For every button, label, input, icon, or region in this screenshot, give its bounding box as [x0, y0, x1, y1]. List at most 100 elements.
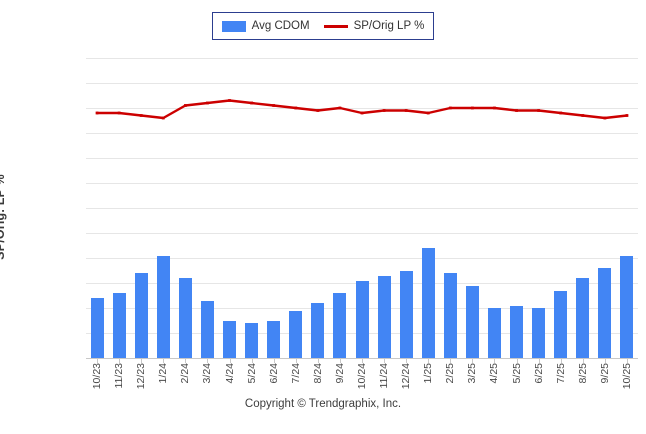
x-axis-tick [295, 359, 297, 363]
x-axis-tick-label: 5/24 [245, 363, 258, 384]
x-axis-tick [317, 359, 319, 363]
x-axis-tick [97, 359, 99, 363]
x-axis-tick-label: 4/25 [488, 363, 501, 384]
x-axis-tick [538, 359, 540, 363]
x-axis-tick-label: 1/25 [422, 363, 435, 384]
x-axis-tick-label: 9/24 [333, 363, 346, 384]
x-axis-tick-label: 11/23 [113, 363, 126, 389]
bar[interactable] [598, 268, 612, 358]
line-data-point[interactable] [404, 109, 408, 112]
x-axis-tick-label: 7/24 [289, 363, 302, 384]
bar[interactable] [421, 248, 435, 358]
x-axis-tick-label: 11/24 [378, 363, 391, 389]
x-axis-tick-label: 9/25 [598, 363, 611, 384]
x-axis-tick [560, 359, 562, 363]
x-axis-tick-label: 3/24 [201, 363, 214, 384]
bar[interactable] [245, 323, 259, 358]
bar[interactable] [156, 255, 170, 358]
legend-item-sp-orig-lp[interactable]: SP/Orig LP % [323, 20, 425, 32]
line-data-point[interactable] [316, 109, 320, 112]
bar[interactable] [620, 255, 634, 358]
x-axis-tick [384, 359, 386, 363]
bar[interactable] [200, 300, 214, 358]
gridline [86, 108, 638, 109]
line-data-point[interactable] [360, 111, 364, 115]
x-axis-tick [141, 359, 143, 363]
line-data-point[interactable] [581, 114, 585, 117]
legend-label-sp-orig-lp: SP/Orig LP % [353, 20, 425, 32]
x-axis-tick-label: 10/24 [356, 363, 368, 390]
line-data-point[interactable] [139, 114, 143, 117]
line-data-point[interactable] [559, 111, 563, 115]
x-axis-tick [185, 359, 187, 363]
x-axis-tick [406, 359, 408, 363]
bar[interactable] [399, 270, 413, 358]
x-axis-tick-label: 2/25 [444, 363, 457, 384]
x-axis-tick [450, 359, 452, 363]
bar[interactable] [134, 273, 148, 358]
x-axis-tick-label: 10/23 [91, 363, 104, 390]
bar[interactable] [333, 293, 347, 358]
plot-area [86, 58, 638, 359]
copyright-notice: Copyright © Trendgraphix, Inc. [244, 398, 402, 410]
x-axis-tick-label: 12/23 [135, 363, 148, 390]
bar[interactable] [510, 305, 524, 358]
bar[interactable] [487, 308, 501, 358]
gridline [86, 233, 638, 234]
bar[interactable] [223, 320, 237, 358]
x-axis-tick-label: 2/24 [179, 363, 192, 384]
x-axis-tick-label: 12/24 [400, 363, 413, 390]
bar[interactable] [377, 275, 391, 358]
line-data-point[interactable] [183, 104, 187, 107]
bar[interactable] [465, 285, 479, 358]
y-axis-title: SP/Orig. LP % [0, 174, 7, 260]
bar[interactable] [532, 308, 546, 358]
bar[interactable] [90, 298, 104, 358]
x-axis-line [86, 358, 638, 359]
line-data-point[interactable] [625, 114, 629, 117]
x-axis-tick-label: 4/24 [223, 363, 236, 384]
x-axis-tick [472, 359, 474, 363]
bar[interactable] [178, 278, 192, 358]
line-data-point[interactable] [95, 111, 99, 115]
bar[interactable] [311, 303, 325, 358]
bar[interactable] [443, 273, 457, 358]
x-axis-tick-label: 8/24 [311, 363, 324, 384]
line-data-point[interactable] [537, 109, 541, 112]
bar[interactable] [554, 290, 568, 358]
x-axis-tick [626, 359, 628, 363]
x-axis-tick [229, 359, 231, 363]
x-axis-tick [362, 359, 363, 363]
line-data-point[interactable] [206, 101, 209, 105]
line-data-point[interactable] [117, 111, 121, 115]
x-axis-tick-label: 1/24 [157, 363, 170, 384]
gridline [86, 83, 638, 84]
line-data-point[interactable] [603, 116, 607, 120]
x-axis-tick-label: 10/25 [620, 363, 633, 390]
legend-item-avg-cdom[interactable]: Avg CDOM [221, 20, 310, 32]
bar[interactable] [355, 280, 369, 358]
line-data-point[interactable] [250, 101, 253, 105]
line-data-point[interactable] [515, 109, 518, 112]
bar-swatch-icon [221, 20, 246, 32]
x-axis-tick-label: 5/25 [510, 363, 523, 384]
line-swatch-icon [323, 24, 348, 28]
bar[interactable] [267, 320, 281, 358]
x-axis-tick [273, 359, 275, 363]
chart-legend: Avg CDOM SP/Orig LP % [212, 12, 434, 40]
bar[interactable] [576, 278, 590, 358]
x-axis-tick [119, 359, 121, 363]
x-axis-tick [516, 359, 518, 363]
line-data-point[interactable] [426, 111, 430, 115]
line-data-point[interactable] [272, 104, 276, 107]
x-axis-tick-label: 3/25 [466, 363, 479, 384]
line-data-point[interactable] [228, 99, 231, 102]
x-axis-tick-labels: 10/23 11/23 12/23 1/24 2/24 3/24 4/24 5/24 6/24 7… [86, 359, 638, 399]
line-data-point[interactable] [382, 109, 386, 112]
legend-label-avg-cdom: Avg CDOM [251, 20, 310, 32]
bar[interactable] [112, 293, 126, 358]
bar[interactable] [289, 310, 303, 358]
x-axis-tick-label: 6/25 [532, 363, 545, 384]
line-data-point[interactable] [161, 116, 165, 120]
gridline [86, 208, 638, 209]
